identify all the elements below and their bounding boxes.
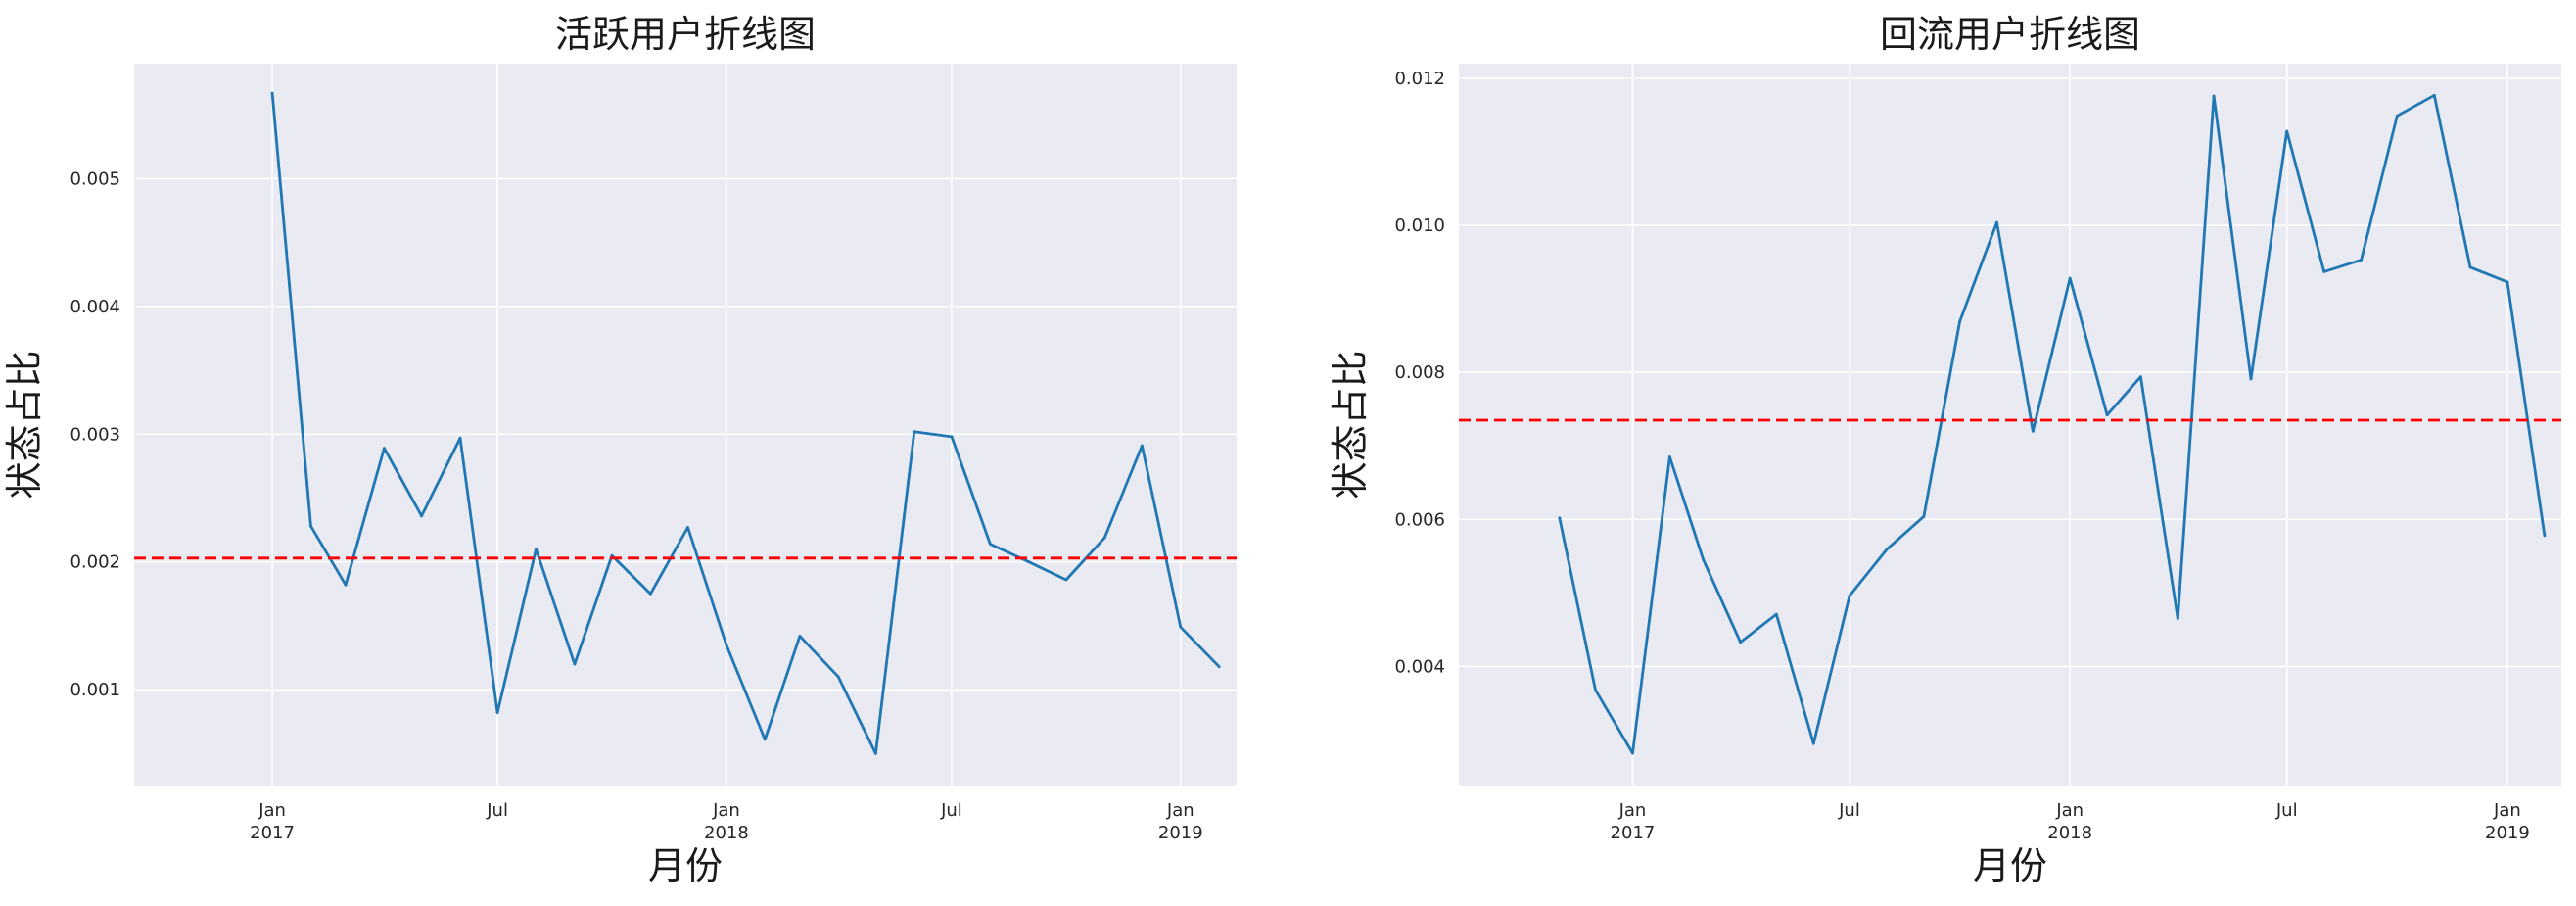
data-point: [989, 543, 992, 546]
data-point: [344, 583, 348, 587]
data-point: [2249, 377, 2253, 381]
y-axis-label: 状态占比: [1329, 350, 1372, 499]
data-point: [1141, 444, 1144, 448]
x-tick-year-label: 2019: [2485, 823, 2530, 843]
data-point: [1922, 514, 1926, 518]
data-point: [649, 592, 652, 596]
data-point: [1995, 220, 1998, 224]
data-point: [2139, 375, 2142, 379]
data-point: [2068, 276, 2072, 280]
data-point: [1102, 536, 1106, 540]
data-point: [2285, 129, 2289, 133]
y-tick-label: 0.005: [70, 168, 120, 189]
data-point: [1702, 558, 1706, 561]
data-point: [610, 553, 614, 557]
y-tick-label: 0.008: [1394, 362, 1445, 383]
data-point: [573, 662, 577, 666]
y-axis-label: 状态占比: [3, 350, 46, 499]
data-point: [309, 524, 312, 528]
data-point: [1594, 689, 1597, 691]
plot-area: [134, 64, 1237, 786]
data-point: [725, 644, 728, 646]
data-point: [2360, 259, 2364, 262]
x-tick-label: Jan: [2055, 800, 2084, 821]
data-point: [2322, 270, 2326, 273]
data-point: [270, 91, 274, 95]
x-tick-year-label: 2019: [1158, 823, 1203, 843]
data-point: [420, 514, 423, 518]
data-point: [535, 548, 538, 551]
x-tick-year-label: 2017: [1611, 823, 1656, 843]
data-point: [1668, 455, 1671, 458]
data-point: [763, 738, 767, 741]
data-point: [836, 675, 840, 679]
x-tick-year-label: 2018: [2047, 823, 2092, 843]
x-tick-label: Jul: [2275, 800, 2298, 821]
data-point: [1739, 641, 1742, 644]
plot-area: [1459, 64, 2561, 786]
data-point: [950, 435, 954, 439]
x-tick-label: Jan: [1618, 800, 1647, 821]
data-point: [1217, 665, 1221, 669]
data-point: [1558, 516, 1562, 520]
y-tick-label: 0.012: [1394, 69, 1445, 89]
data-point: [2468, 265, 2472, 269]
data-point: [874, 752, 877, 755]
x-tick-label: Jan: [2493, 800, 2521, 821]
data-point: [686, 526, 689, 529]
x-tick-label: Jan: [258, 800, 286, 821]
x-tick-label: Jul: [1838, 800, 1860, 821]
chart-title: 回流用户折线图: [1880, 13, 2140, 56]
y-tick-label: 0.006: [1394, 509, 1445, 530]
data-point: [798, 635, 802, 638]
x-tick-label: Jul: [940, 800, 962, 821]
chart-title: 活跃用户折线图: [555, 13, 816, 56]
y-tick-label: 0.004: [70, 297, 120, 317]
data-point: [2506, 280, 2509, 284]
data-point: [1811, 741, 1815, 745]
data-point: [2176, 617, 2179, 620]
data-point: [1885, 548, 1889, 551]
data-point: [1064, 578, 1068, 582]
data-point: [2432, 93, 2436, 97]
x-axis-label: 月份: [648, 844, 723, 887]
data-point: [1631, 751, 1634, 755]
series-line-1: [1558, 93, 2547, 755]
x-tick-year-label: 2017: [250, 823, 295, 843]
x-tick-label: Jan: [712, 800, 740, 821]
data-point: [1848, 595, 1851, 597]
x-tick-label: Jul: [486, 800, 508, 821]
data-point: [2543, 534, 2547, 538]
series-line-1: [270, 92, 1221, 755]
x-tick-label: Jan: [1166, 800, 1194, 821]
data-point: [2395, 114, 2399, 118]
data-point: [913, 430, 916, 434]
data-point: [2212, 94, 2216, 98]
y-tick-label: 0.004: [1394, 656, 1445, 677]
y-tick-label: 0.002: [70, 552, 120, 573]
x-tick-year-label: 2018: [704, 823, 749, 843]
data-point: [383, 447, 386, 450]
y-tick-label: 0.010: [1394, 215, 1445, 236]
data-point: [1774, 612, 1778, 616]
y-tick-label: 0.001: [70, 680, 120, 700]
y-tick-label: 0.003: [70, 424, 120, 445]
data-point: [1179, 625, 1183, 629]
data-point: [2105, 413, 2109, 417]
x-axis-label: 月份: [1973, 844, 2047, 887]
data-point: [2031, 429, 2035, 433]
data-point: [1027, 560, 1031, 564]
data-point: [495, 711, 499, 714]
data-point: [1958, 320, 1961, 323]
data-point: [458, 436, 462, 440]
